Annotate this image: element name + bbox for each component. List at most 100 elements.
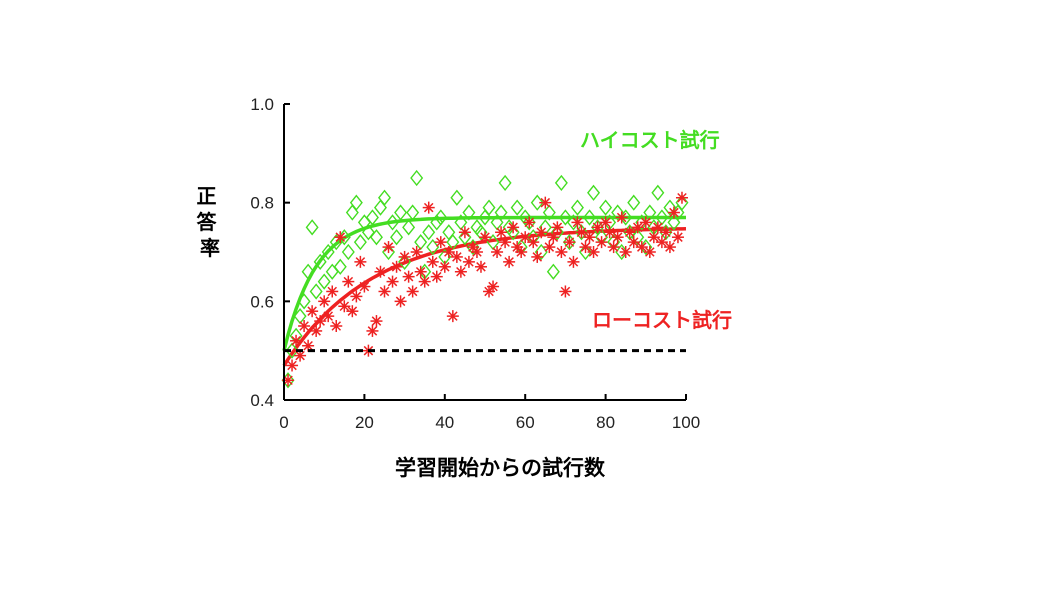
data-point-low-cost bbox=[635, 241, 648, 254]
data-point-low-cost bbox=[547, 231, 560, 244]
data-point-high-cost bbox=[534, 243, 548, 261]
data-point-high-cost bbox=[550, 224, 564, 241]
data-point-high-cost bbox=[430, 214, 444, 231]
data-point-low-cost bbox=[374, 265, 387, 278]
data-point-high-cost bbox=[623, 224, 637, 241]
data-point-high-cost bbox=[450, 189, 464, 206]
data-point-high-cost bbox=[631, 229, 645, 246]
data-point-low-cost bbox=[342, 275, 355, 288]
data-point-low-cost bbox=[599, 216, 612, 229]
data-point-high-cost bbox=[434, 209, 448, 226]
data-point-high-cost bbox=[506, 224, 520, 241]
data-point-high-cost bbox=[587, 184, 601, 201]
data-point-low-cost bbox=[338, 300, 351, 313]
data-point-low-cost bbox=[495, 226, 508, 239]
data-point-low-cost bbox=[667, 206, 680, 219]
data-point-low-cost bbox=[631, 221, 644, 234]
data-point-low-cost bbox=[659, 226, 672, 239]
data-point-low-cost bbox=[410, 246, 423, 258]
data-point-high-cost bbox=[386, 214, 400, 231]
data-point-low-cost bbox=[639, 216, 652, 229]
data-point-low-cost bbox=[575, 226, 588, 239]
data-point-high-cost bbox=[349, 194, 363, 211]
data-point-low-cost bbox=[422, 201, 435, 214]
data-point-low-cost bbox=[346, 305, 359, 318]
data-point-low-cost bbox=[398, 250, 411, 263]
data-point-low-cost bbox=[434, 236, 447, 249]
data-point-high-cost bbox=[285, 342, 299, 359]
data-point-low-cost bbox=[378, 285, 391, 298]
data-point-low-cost bbox=[458, 226, 471, 239]
x-tick-label: 100 bbox=[672, 413, 700, 432]
data-point-high-cost bbox=[510, 199, 524, 216]
data-point-low-cost bbox=[430, 270, 443, 283]
y-tick-label: 0.6 bbox=[250, 292, 274, 311]
data-point-low-cost bbox=[663, 241, 676, 254]
data-point-high-cost bbox=[498, 174, 512, 192]
data-point-low-cost bbox=[531, 250, 544, 263]
x-tick-label: 80 bbox=[596, 413, 615, 432]
data-point-low-cost bbox=[438, 260, 451, 273]
data-point-high-cost bbox=[522, 214, 536, 231]
data-point-high-cost bbox=[611, 204, 625, 221]
data-point-low-cost bbox=[382, 241, 395, 254]
data-point-low-cost bbox=[314, 315, 327, 328]
data-point-low-cost bbox=[603, 226, 616, 239]
data-point-low-cost bbox=[507, 221, 520, 234]
data-point-high-cost bbox=[659, 224, 673, 241]
data-point-low-cost bbox=[354, 255, 367, 268]
data-point-low-cost bbox=[615, 211, 628, 224]
y-tick-label: 0.4 bbox=[250, 391, 274, 410]
data-point-high-cost bbox=[542, 204, 556, 221]
data-point-high-cost bbox=[353, 234, 367, 251]
data-point-high-cost bbox=[655, 209, 669, 226]
data-point-low-cost bbox=[543, 241, 556, 254]
data-point-high-cost bbox=[558, 209, 572, 226]
x-axis-label: 学習開始からの試行数 bbox=[395, 456, 606, 480]
data-point-low-cost bbox=[426, 255, 439, 268]
y-tick-label: 0.8 bbox=[250, 194, 274, 213]
data-point-low-cost bbox=[527, 236, 540, 249]
data-point-high-cost bbox=[554, 174, 568, 192]
data-point-high-cost bbox=[454, 214, 468, 231]
data-point-low-cost bbox=[326, 285, 339, 298]
data-point-high-cost bbox=[317, 273, 331, 290]
data-point-high-cost bbox=[442, 224, 456, 241]
data-point-low-cost bbox=[515, 246, 528, 258]
data-point-low-cost bbox=[366, 324, 379, 337]
data-point-low-cost bbox=[470, 246, 483, 258]
x-tick-label: 20 bbox=[355, 413, 374, 432]
data-point-high-cost bbox=[325, 263, 339, 280]
data-point-low-cost bbox=[406, 285, 419, 298]
data-point-low-cost bbox=[535, 226, 548, 239]
data-point-low-cost bbox=[334, 231, 347, 244]
data-point-low-cost bbox=[655, 236, 668, 249]
data-point-low-cost bbox=[442, 246, 455, 258]
data-point-low-cost bbox=[306, 305, 319, 318]
data-point-high-cost bbox=[293, 308, 307, 325]
data-point-low-cost bbox=[583, 231, 596, 244]
data-point-high-cost bbox=[579, 243, 592, 261]
data-point-high-cost bbox=[474, 224, 488, 241]
x-tick-label: 40 bbox=[435, 413, 454, 432]
data-point-high-cost bbox=[530, 194, 544, 211]
data-point-low-cost bbox=[647, 231, 660, 244]
data-point-high-cost bbox=[470, 219, 484, 236]
data-point-low-cost bbox=[318, 295, 331, 308]
data-point-high-cost bbox=[398, 253, 412, 270]
data-point-low-cost bbox=[523, 216, 536, 229]
series-label-high-cost: ハイコスト試行 bbox=[580, 128, 720, 152]
data-point-low-cost bbox=[474, 260, 487, 273]
y-axis-label: 正 答 率 bbox=[197, 184, 224, 260]
data-point-low-cost bbox=[587, 246, 600, 258]
data-point-high-cost bbox=[562, 234, 576, 251]
data-point-low-cost bbox=[579, 241, 592, 254]
data-point-low-cost bbox=[567, 255, 580, 268]
data-point-low-cost bbox=[491, 246, 504, 258]
data-point-high-cost bbox=[378, 189, 391, 206]
data-point-low-cost bbox=[651, 221, 664, 234]
data-point-high-cost bbox=[458, 229, 472, 246]
data-point-high-cost bbox=[422, 224, 436, 241]
data-point-low-cost bbox=[595, 236, 608, 249]
data-point-high-cost bbox=[406, 204, 420, 221]
